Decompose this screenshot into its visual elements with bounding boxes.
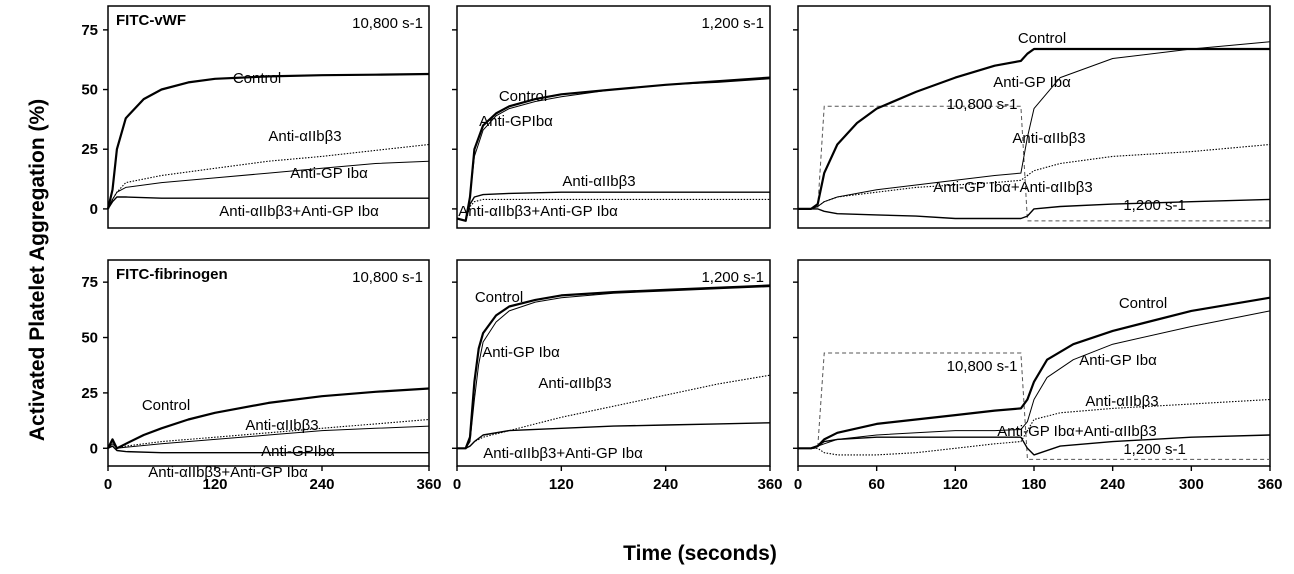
y-tick-label: 0	[90, 440, 98, 457]
y-tick-label: 75	[81, 274, 98, 291]
low-shear-annotation: 1,200 s-1	[1123, 197, 1186, 214]
plot-frame	[456, 259, 771, 467]
series-line	[457, 286, 771, 449]
series-label: Anti-GPIbα	[479, 113, 553, 130]
series-label: Anti-GP Ibα	[1079, 352, 1157, 369]
series-line	[456, 191, 770, 222]
x-tick-label: 120	[549, 476, 574, 493]
x-tick-label: 240	[309, 476, 334, 493]
series-label: Anti-GPIbα	[261, 443, 335, 460]
plot-frame	[456, 5, 771, 229]
x-tick-label: 300	[1179, 476, 1204, 493]
low-shear-annotation: 1,200 s-1	[1123, 441, 1186, 458]
x-tick-label: 120	[202, 476, 227, 493]
series-label: Anti-αIIbβ3+Anti-GP Ibα	[483, 445, 643, 462]
series-line	[457, 422, 771, 449]
y-tick-label: 25	[81, 385, 98, 402]
series-label: Anti-αIIbβ3+Anti-GP Ibα	[458, 203, 618, 220]
series-line	[798, 310, 1271, 449]
chart-panel: 1,200 s-1 Control Anti-GPIbα Anti-αIIbβ3 Ant…	[452, 5, 771, 229]
shear-profile-line	[798, 352, 1270, 460]
high-shear-annotation: 10,800 s-1	[947, 96, 1018, 113]
series-label: Control	[475, 289, 523, 306]
series-label: Anti-GP Ibα	[482, 344, 560, 361]
high-shear-annotation: 10,800 s-1	[947, 358, 1018, 375]
chart-panel: 0 25 50 75 FITC-vWF 10,800 s-1 Control Anti-αII…	[81, 5, 430, 229]
series-label: Anti-αIIbβ3	[1012, 130, 1085, 147]
x-tick-label: 0	[794, 476, 802, 493]
x-tick-label: 360	[1257, 476, 1282, 493]
chart-panel: 0 60 120 180 240 300 360 10,800 s-1 1,200 s-1 Con…	[793, 259, 1283, 493]
plot-frame	[797, 5, 1271, 229]
series-line	[798, 143, 1271, 210]
x-axis-label: Time (seconds)	[623, 542, 777, 565]
panel-title: FITC-vWF	[116, 12, 186, 29]
series-line	[107, 418, 430, 449]
series-line	[107, 445, 429, 454]
shear-rate-label: 10,800 s-1	[352, 15, 423, 32]
panel-title: FITC-fibrinogen	[116, 266, 228, 283]
series-line	[107, 387, 430, 450]
series-line	[107, 425, 430, 449]
series-label: Control	[142, 397, 190, 414]
shear-rate-label: 1,200 s-1	[701, 15, 764, 32]
y-tick-label: 75	[81, 22, 98, 39]
series-label: Control	[499, 88, 547, 105]
x-tick-label: 60	[868, 476, 885, 493]
series-line	[107, 160, 430, 210]
plot-frame	[107, 259, 430, 467]
y-tick-label: 50	[81, 330, 98, 347]
series-line	[107, 143, 430, 210]
series-label: Anti-GP Ibα+Anti-αIIbβ3	[933, 179, 1093, 196]
y-tick-label: 25	[81, 141, 98, 158]
shear-rate-label: 10,800 s-1	[352, 269, 423, 286]
plot-frame	[107, 5, 430, 229]
shear-rate-label: 1,200 s-1	[701, 269, 764, 286]
chart-panels: 0 25 50 75 FITC-vWF 10,800 s-1 Control Anti-αII…	[81, 5, 1283, 493]
series-label: Anti-GP Ibα	[290, 165, 368, 182]
y-axis-label: Activated Platelet Aggregation (%)	[26, 99, 49, 441]
series-label: Anti-GP Ibα+Anti-αIIbβ3	[997, 423, 1157, 440]
x-tick-label: 0	[453, 476, 461, 493]
series-label: Anti-αIIbβ3+Anti-GP Ibα	[148, 464, 308, 481]
series-line	[456, 198, 770, 222]
x-tick-label: 0	[104, 476, 112, 493]
x-tick-label: 240	[1100, 476, 1125, 493]
series-label: Anti-αIIbβ3	[268, 128, 341, 145]
y-tick-label: 0	[90, 201, 98, 218]
series-line	[798, 296, 1271, 450]
series-label: Control	[233, 70, 281, 87]
series-label: Control	[1119, 295, 1167, 312]
chart-panel: 10,800 s-1 1,200 s-1 Control Anti-GP Ibα Ant…	[793, 5, 1271, 229]
series-line	[798, 47, 1270, 210]
y-tick-label: 50	[81, 82, 98, 99]
series-label: Anti-αIIbβ3	[1085, 393, 1158, 410]
series-label: Anti-αIIbβ3+Anti-GP Ibα	[219, 203, 379, 220]
x-tick-label: 240	[653, 476, 678, 493]
series-line	[106, 72, 430, 210]
x-tick-label: 180	[1021, 476, 1046, 493]
series-line	[457, 284, 771, 450]
chart-panel: 0 25 50 75 0 120 240 360 FITC-fibrinogen 10,800 s…	[81, 259, 442, 493]
x-tick-label: 360	[757, 476, 782, 493]
shear-profile-line	[798, 105, 1270, 222]
series-label: Anti-αIIbβ3	[538, 375, 611, 392]
series-label: Control	[1018, 30, 1066, 47]
series-label: Anti-αIIbβ3	[245, 417, 318, 434]
series-line	[456, 78, 771, 222]
series-line	[798, 398, 1271, 456]
series-line	[457, 374, 771, 449]
series-line	[798, 198, 1271, 220]
series-label: Anti-αIIbβ3	[562, 173, 635, 190]
x-tick-label: 360	[416, 476, 441, 493]
x-tick-label: 120	[943, 476, 968, 493]
series-line	[798, 434, 1271, 456]
series-label: Anti-GP Ibα	[993, 74, 1071, 91]
series-line	[107, 196, 429, 210]
chart-panel: 0 120 240 360 1,200 s-1 Control Anti-GP Ibα Ant…	[452, 259, 783, 493]
